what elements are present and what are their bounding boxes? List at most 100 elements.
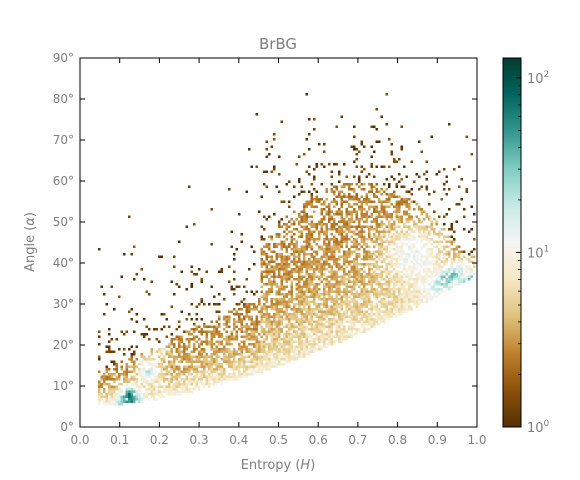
density-cell: [430, 243, 433, 246]
density-cell: [213, 380, 216, 383]
density-cell: [273, 315, 276, 318]
density-cell: [323, 328, 326, 331]
density-cell: [408, 258, 411, 261]
density-cell: [250, 308, 253, 311]
density-cell: [180, 383, 183, 386]
density-cell: [143, 355, 146, 358]
density-cell: [185, 330, 188, 333]
density-cell: [255, 330, 258, 333]
density-cell: [180, 350, 183, 353]
density-cell: [423, 173, 426, 176]
density-cell: [370, 273, 373, 276]
density-cell: [398, 233, 401, 236]
density-cell: [343, 328, 346, 331]
density-cell: [233, 355, 236, 358]
density-cell: [205, 355, 208, 358]
density-cell: [300, 343, 303, 346]
density-cell: [270, 353, 273, 356]
density-cell: [295, 265, 298, 268]
density-cell: [285, 295, 288, 298]
density-cell: [223, 328, 226, 331]
density-cell: [350, 230, 353, 233]
density-cell: [268, 278, 271, 281]
density-cell: [268, 268, 271, 271]
density-cell: [268, 355, 271, 358]
density-cell: [443, 253, 446, 256]
density-cell: [270, 290, 273, 293]
density-cell: [338, 190, 341, 193]
density-cell: [430, 135, 433, 138]
density-cell: [300, 335, 303, 338]
density-cell: [295, 263, 298, 266]
density-cell: [155, 365, 158, 368]
density-cell: [413, 285, 416, 288]
density-cell: [415, 265, 418, 268]
density-cell: [375, 288, 378, 291]
density-cell: [468, 275, 471, 278]
density-cell: [330, 300, 333, 303]
density-cell: [298, 290, 301, 293]
density-cell: [390, 175, 393, 178]
density-cell: [355, 263, 358, 266]
density-cell: [393, 238, 396, 241]
density-cell: [330, 333, 333, 336]
density-cell: [348, 280, 351, 283]
density-cell: [270, 255, 273, 258]
density-cell: [315, 288, 318, 291]
density-cell: [245, 278, 248, 281]
density-cell: [290, 343, 293, 346]
density-cell: [263, 320, 266, 323]
density-cell: [205, 343, 208, 346]
density-cell: [105, 400, 108, 403]
density-cell: [195, 368, 198, 371]
density-cell: [363, 215, 366, 218]
density-cell: [275, 323, 278, 326]
density-cell: [265, 300, 268, 303]
density-cell: [113, 403, 116, 406]
density-cell: [348, 228, 351, 231]
density-cell: [188, 360, 191, 363]
density-cell: [260, 260, 263, 263]
density-cell: [203, 323, 206, 326]
density-cell: [298, 258, 301, 261]
density-cell: [423, 275, 426, 278]
density-cell: [155, 375, 158, 378]
density-cell: [408, 253, 411, 256]
density-cell: [235, 310, 238, 313]
density-cell: [260, 280, 263, 283]
density-cell: [438, 255, 441, 258]
density-cell: [180, 358, 183, 361]
density-cell: [413, 223, 416, 226]
density-cell: [238, 358, 241, 361]
density-cell: [445, 180, 448, 183]
density-cell: [168, 383, 171, 386]
density-cell: [155, 393, 158, 396]
density-cell: [420, 150, 423, 153]
density-cell: [430, 278, 433, 281]
density-cell: [235, 378, 238, 381]
density-cell: [245, 330, 248, 333]
density-cell: [355, 258, 358, 261]
density-cell: [270, 323, 273, 326]
density-cell: [365, 328, 368, 331]
density-cell: [418, 275, 421, 278]
density-cell: [403, 250, 406, 253]
density-cell: [283, 275, 286, 278]
density-cell: [433, 240, 436, 243]
density-cell: [140, 400, 143, 403]
density-cell: [458, 250, 461, 253]
density-cell: [363, 263, 366, 266]
density-cell: [330, 228, 333, 231]
density-cell: [283, 363, 286, 366]
density-cell: [200, 343, 203, 346]
density-cell: [123, 370, 126, 373]
density-cell: [288, 355, 291, 358]
density-cell: [210, 378, 213, 381]
density-cell: [423, 245, 426, 248]
density-cell: [265, 353, 268, 356]
density-cell: [238, 328, 241, 331]
density-cell: [433, 275, 436, 278]
density-cell: [385, 240, 388, 243]
density-cell: [273, 280, 276, 283]
density-cell: [260, 355, 263, 358]
